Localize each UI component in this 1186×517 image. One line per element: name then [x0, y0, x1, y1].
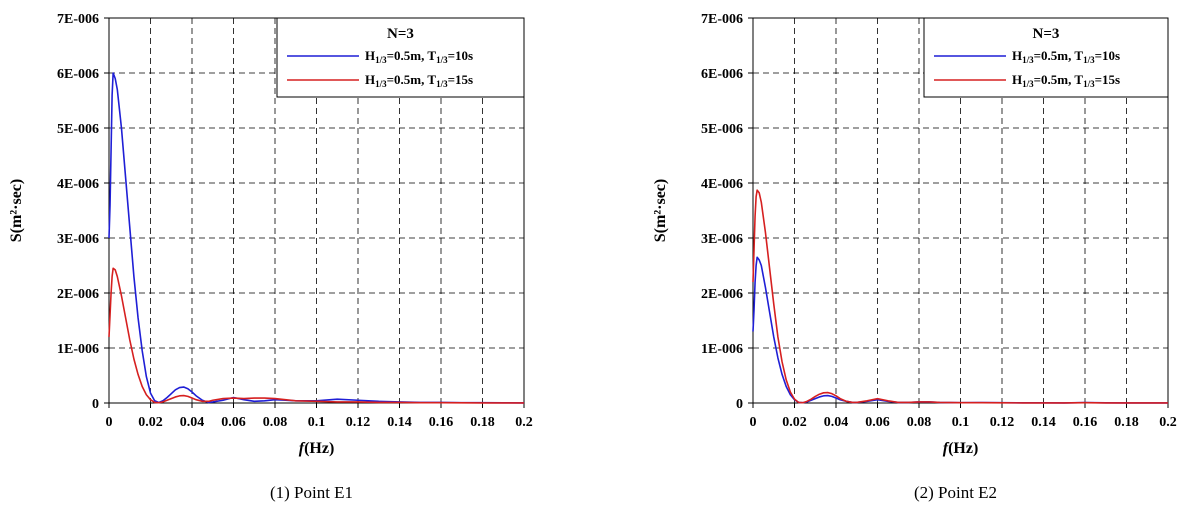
x-tick-label: 0.18 — [470, 415, 495, 430]
x-axis-title-unit: (Hz) — [304, 440, 334, 457]
legend-label-part-h: H — [1012, 72, 1022, 87]
y-tick-label: 0 — [92, 397, 99, 412]
x-tick-label: 0.2 — [1159, 415, 1177, 430]
x-tick-label: 0.06 — [221, 415, 246, 430]
legend-label-part-tval: =10s — [448, 48, 473, 63]
y-tick-label: 1E-006 — [701, 342, 743, 357]
chart-panel-e1: 0 0.02 0.04 0.06 0.08 0.1 0.12 0.14 0.16 0.18 0.2 0… — [0, 0, 560, 512]
y-tick-label: 7E-006 — [57, 12, 99, 27]
y-tick-label: 3E-006 — [57, 232, 99, 247]
legend-entry-label: H1/3=0.5m, T1/3=15s — [365, 72, 473, 89]
legend-label-part-h: H — [365, 72, 375, 87]
x-tick-label: 0.02 — [782, 415, 807, 430]
legend-label-part-hval: =0.5m, — [1034, 72, 1075, 87]
x-tick-label: 0.02 — [138, 415, 163, 430]
chart-panel-e2: 0 0.02 0.04 0.06 0.08 0.1 0.12 0.14 0.16 0.18 0.2 0… — [640, 0, 1186, 512]
legend-label-part-h: H — [1012, 48, 1022, 63]
x-tick-label: 0.06 — [865, 415, 890, 430]
legend-entry-label: H1/3=0.5m, T1/3=10s — [365, 48, 473, 65]
x-axis-title-unit: (Hz) — [948, 440, 978, 457]
x-tick-label: 0 — [106, 415, 113, 430]
legend-label-part-tsub: 1/3 — [1083, 79, 1095, 89]
series-line-t15s — [108, 267, 524, 404]
series-line-t10s — [108, 72, 525, 404]
y-tick-label: 2E-006 — [701, 287, 743, 302]
legend-label-part-hval: =0.5m, — [387, 48, 428, 63]
legend-label-part-t: T — [427, 72, 436, 87]
legend-label-part-hsub: 1/3 — [375, 55, 387, 65]
x-tick-label: 0.16 — [1073, 415, 1098, 430]
y-tick-label: 2E-006 — [57, 287, 99, 302]
y-tick-label: 6E-006 — [57, 67, 99, 82]
x-tick-label: 0.08 — [263, 415, 288, 430]
chart-caption: (1) Point E1 — [270, 483, 353, 502]
x-tick-label: 0.12 — [346, 415, 371, 430]
x-tick-label: 0.2 — [515, 415, 533, 430]
y-tick-label: 3E-006 — [701, 232, 743, 247]
legend-label-part-tval: =10s — [1095, 48, 1120, 63]
x-axis-title-var: f — [299, 440, 306, 457]
legend-title: N=3 — [387, 26, 414, 42]
chart-caption: (2) Point E2 — [914, 483, 997, 502]
legend-entry-label: H1/3=0.5m, T1/3=10s — [1012, 48, 1120, 65]
legend-box — [276, 17, 525, 98]
legend-title: N=3 — [1033, 26, 1060, 42]
legend-label-part-hsub: 1/3 — [1022, 79, 1034, 89]
y-tick-label: 0 — [736, 397, 743, 412]
x-tick-label: 0.14 — [1031, 415, 1056, 430]
y-tick-label: 4E-006 — [57, 177, 99, 192]
legend-label-part-t: T — [1074, 48, 1083, 63]
legend-label-part-hsub: 1/3 — [1022, 55, 1034, 65]
legend-label-part-hval: =0.5m, — [387, 72, 428, 87]
y-tick-label: 4E-006 — [701, 177, 743, 192]
series-line-t15s — [752, 189, 1168, 404]
x-tick-label: 0.16 — [429, 415, 454, 430]
y-tick-label: 5E-006 — [57, 122, 99, 137]
legend-label-part-tval: =15s — [448, 72, 473, 87]
legend-entry-label: H1/3=0.5m, T1/3=15s — [1012, 72, 1120, 89]
y-tick-label: 5E-006 — [701, 122, 743, 137]
legend-box — [923, 17, 1169, 98]
x-tick-label: 0.1 — [952, 415, 970, 430]
legend-label-part-tsub: 1/3 — [436, 55, 448, 65]
y-axis-title: S(m²·sec) — [652, 179, 669, 242]
legend-label-part-tsub: 1/3 — [436, 79, 448, 89]
x-axis-title: f(Hz) — [299, 440, 335, 457]
x-tick-label: 0.04 — [180, 415, 205, 430]
x-tick-label: 0.1 — [308, 415, 326, 430]
legend-label-part-hsub: 1/3 — [375, 79, 387, 89]
x-tick-label: 0.04 — [824, 415, 849, 430]
legend-label-part-hval: =0.5m, — [1034, 48, 1075, 63]
x-axis-title-var: f — [943, 440, 950, 457]
legend-label-part-t: T — [1074, 72, 1083, 87]
x-tick-label: 0.12 — [990, 415, 1015, 430]
y-tick-label: 6E-006 — [701, 67, 743, 82]
x-tick-label: 0 — [750, 415, 757, 430]
legend-label-part-tsub: 1/3 — [1083, 55, 1095, 65]
y-tick-label: 7E-006 — [701, 12, 743, 27]
y-tick-label: 1E-006 — [57, 342, 99, 357]
legend-label-part-t: T — [427, 48, 436, 63]
legend-label-part-h: H — [365, 48, 375, 63]
legend-label-part-tval: =15s — [1095, 72, 1120, 87]
x-tick-label: 0.14 — [387, 415, 412, 430]
y-axis-title: S(m²·sec) — [8, 179, 25, 242]
x-axis-title: f(Hz) — [943, 440, 979, 457]
spectrum-chart-e1: 0 0.02 0.04 0.06 0.08 0.1 0.12 0.14 0.16 0.18 0.2 0… — [8, 12, 533, 502]
x-tick-label: 0.18 — [1114, 415, 1139, 430]
spectrum-chart-e2: 0 0.02 0.04 0.06 0.08 0.1 0.12 0.14 0.16 0.18 0.2 0… — [652, 12, 1177, 502]
x-tick-label: 0.08 — [907, 415, 932, 430]
